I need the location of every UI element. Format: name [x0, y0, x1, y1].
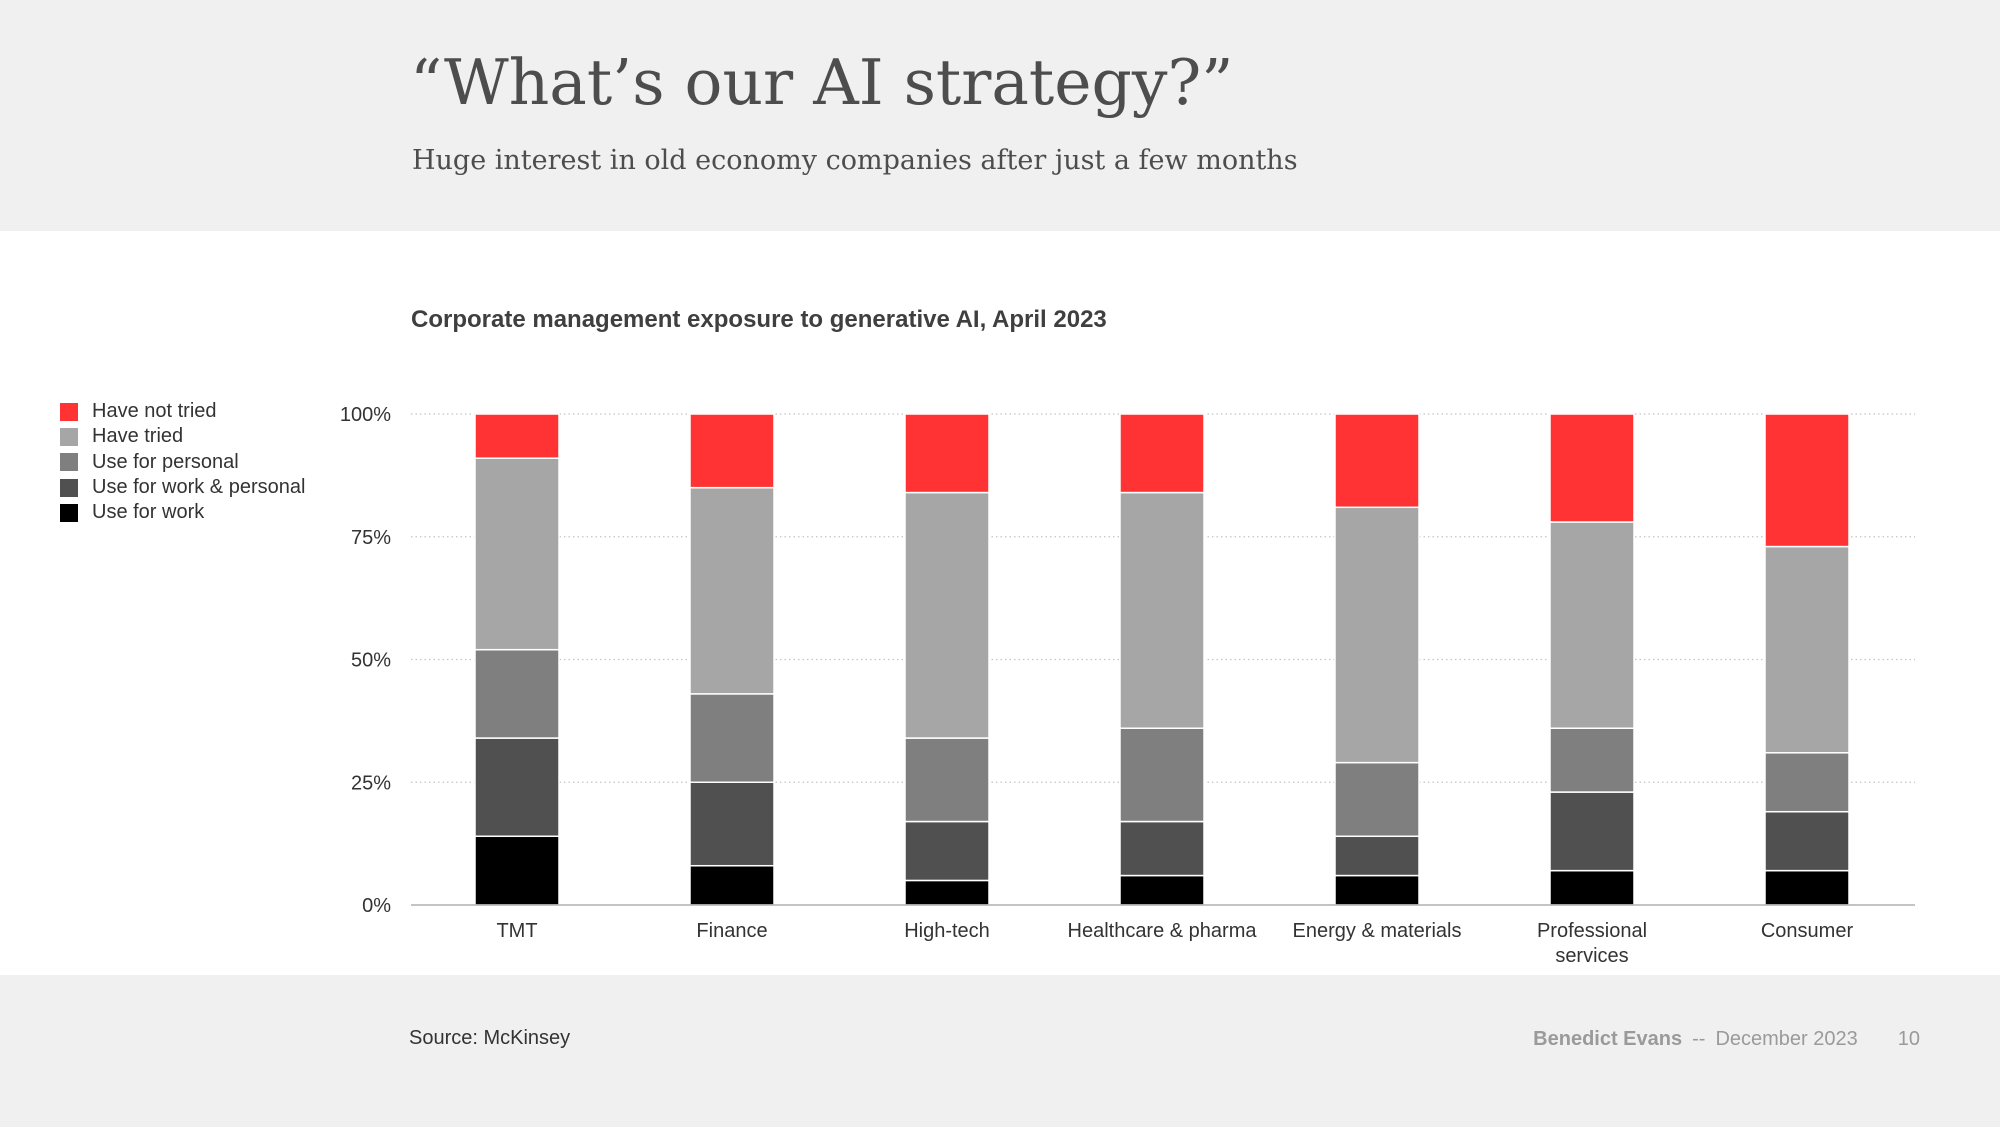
- legend-item-use-for-personal: Use for personal: [60, 450, 305, 475]
- legend-item-have-not-tried: Have not tried: [60, 399, 305, 424]
- page-number: 10: [1897, 1028, 1920, 1050]
- bar-segment-have-tried: [1764, 545, 1850, 754]
- bar-segment-use-for-work-personal: [1119, 820, 1205, 877]
- legend-item-have-tried: Have tried: [60, 424, 305, 449]
- y-tick-label: 75%: [351, 527, 391, 549]
- bar-segment-use-for-personal: [1549, 727, 1635, 793]
- footer-separator: --: [1692, 1028, 1706, 1050]
- legend-swatch-have-not-tried: [60, 402, 78, 421]
- source-note: Source: McKinsey: [409, 1027, 571, 1049]
- bar-segment-have-not-tried: [904, 413, 990, 494]
- slide-subtitle: Huge interest in old economy companies a…: [412, 145, 1298, 176]
- legend-label-have-not-tried: Have not tried: [92, 400, 217, 423]
- legend-swatch-use-for-personal: [60, 453, 78, 472]
- bar-segment-use-for-work: [1764, 869, 1850, 906]
- bar-segment-use-for-personal: [1334, 761, 1420, 838]
- x-tick-label: TMT: [496, 920, 537, 942]
- bar-segment-use-for-work-personal: [474, 737, 560, 838]
- bar-segment-use-for-work: [689, 864, 775, 906]
- y-tick-label: 25%: [351, 772, 391, 794]
- bar-segment-use-for-work-personal: [1764, 810, 1850, 872]
- slide-title: “What’s our AI strategy?”: [410, 46, 1234, 119]
- slide-header: [0, 0, 2000, 231]
- bar-segment-have-tried: [474, 457, 560, 651]
- bar-segment-have-not-tried: [1119, 413, 1205, 494]
- legend-swatch-use-for-work-and-personal: [60, 478, 78, 497]
- y-tick-label: 50%: [351, 650, 391, 672]
- bar-segment-use-for-work-personal: [1334, 835, 1420, 877]
- chart-legend: Have not tried Have tried Use for person…: [60, 399, 305, 525]
- y-tick-label: 0%: [362, 895, 391, 917]
- legend-item-use-for-work: Use for work: [60, 500, 305, 525]
- bar-segment-have-not-tried: [1549, 413, 1635, 523]
- x-tick-label: Professional: [1537, 920, 1647, 942]
- bar-segment-use-for-work-personal: [904, 820, 990, 882]
- bar-segment-have-tried: [1334, 506, 1420, 764]
- legend-swatch-use-for-work: [60, 503, 78, 522]
- legend-label-have-tried: Have tried: [92, 425, 184, 448]
- bar-segment-use-for-work: [1119, 874, 1205, 906]
- chart-title: Corporate management exposure to generat…: [411, 306, 1107, 333]
- footer-credit: Benedict Evans -- December 2023 10: [1533, 1028, 1920, 1051]
- legend-label-use-for-personal: Use for personal: [92, 450, 239, 473]
- bar-segment-use-for-work: [1334, 874, 1420, 906]
- bar-segment-use-for-work: [1549, 869, 1635, 906]
- x-tick-label: Consumer: [1761, 920, 1854, 942]
- x-tick-label: Finance: [696, 920, 767, 942]
- bar-segment-use-for-personal: [1119, 727, 1205, 823]
- x-tick-label: High-tech: [904, 920, 990, 942]
- bar-segment-use-for-personal: [904, 737, 990, 823]
- legend-item-use-for-work-and-personal: Use for work & personal: [60, 475, 305, 500]
- y-tick-label: 100%: [340, 404, 391, 426]
- bar-segment-have-tried: [689, 486, 775, 695]
- x-tick-label: services: [1555, 945, 1628, 967]
- bar-segment-have-not-tried: [689, 413, 775, 489]
- bar-segment-use-for-personal: [1764, 752, 1850, 813]
- bar-segment-have-tried: [1119, 491, 1205, 729]
- legend-label-use-for-work: Use for work: [92, 501, 205, 524]
- bar-segment-use-for-work: [904, 879, 990, 906]
- bar-segment-use-for-personal: [689, 693, 775, 783]
- footer-date: December 2023: [1715, 1028, 1858, 1050]
- x-tick-label: Healthcare & pharma: [1068, 920, 1258, 942]
- x-tick-label: Energy & materials: [1293, 920, 1462, 942]
- legend-label-use-for-work-and-personal: Use for work & personal: [92, 476, 306, 499]
- bar-segment-have-tried: [1549, 521, 1635, 729]
- bar-segment-have-not-tried: [1764, 413, 1850, 548]
- bar-segment-have-not-tried: [1334, 413, 1420, 509]
- bar-segment-use-for-work-personal: [689, 781, 775, 867]
- legend-swatch-have-tried: [60, 427, 78, 446]
- bar-segment-have-not-tried: [474, 413, 560, 459]
- bar-segment-use-for-work-personal: [1549, 791, 1635, 872]
- footer-author: Benedict Evans: [1533, 1028, 1683, 1050]
- bar-segment-use-for-work: [474, 835, 560, 906]
- chart-panel: [0, 231, 2000, 975]
- bar-segment-have-tried: [904, 491, 990, 739]
- bar-segment-use-for-personal: [474, 648, 560, 739]
